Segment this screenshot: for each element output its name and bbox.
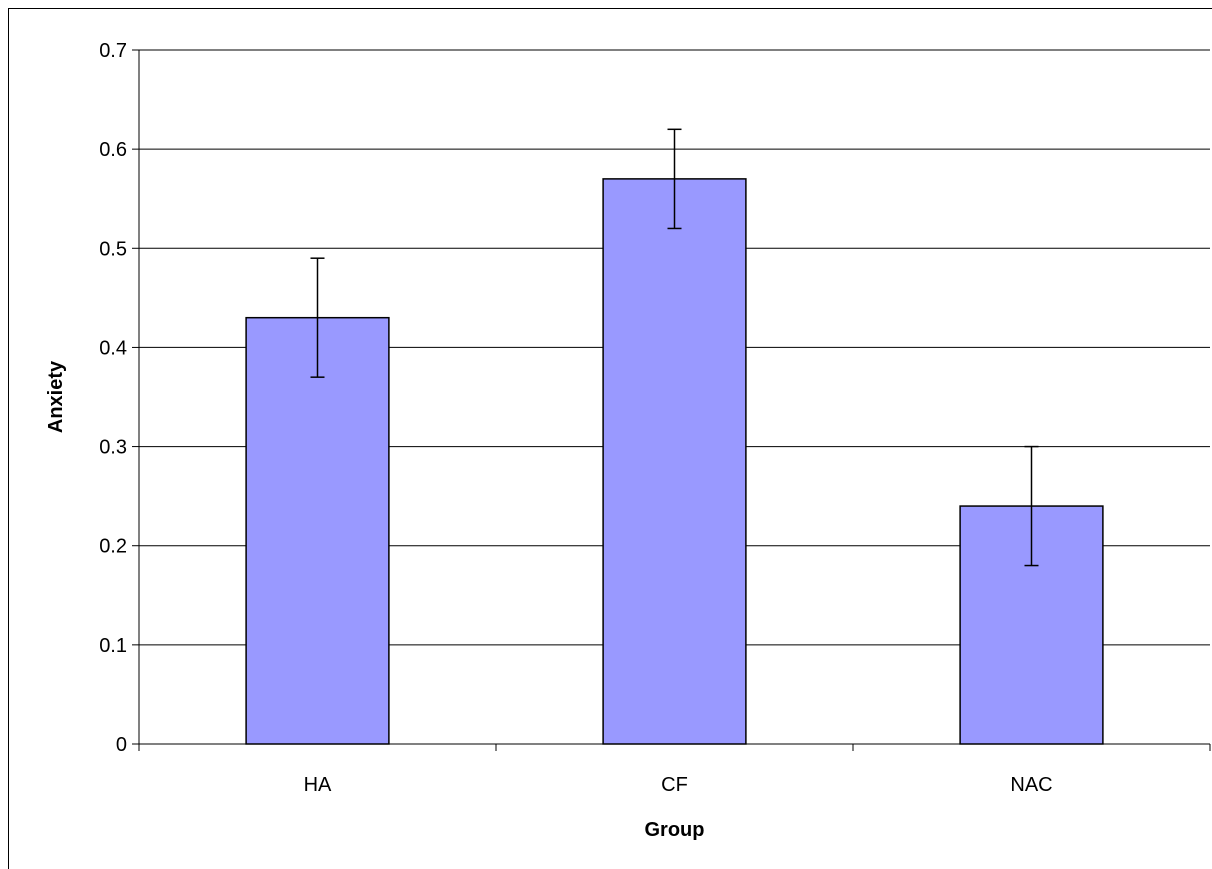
- error-bar-cf: [667, 128, 682, 230]
- error-bar-nac: [1024, 445, 1039, 567]
- y-tick-label: 0: [116, 734, 127, 756]
- error-bar-ha: [310, 257, 325, 378]
- chart-frame: [8, 8, 1212, 869]
- y-tick-label: 0.3: [99, 437, 127, 459]
- y-tick-label: 0.2: [99, 536, 127, 558]
- y-tick-label: 0.6: [99, 139, 127, 161]
- y-tick-label: 0.5: [99, 238, 127, 260]
- bars: [245, 178, 1104, 745]
- x-tick-label-ha: HA: [304, 774, 332, 796]
- y-axis-title: Anxiety: [45, 360, 67, 433]
- error-bars: [310, 128, 1039, 567]
- axes: [138, 50, 1210, 745]
- x-axis-title: Group: [645, 819, 705, 841]
- y-tick-label: 0.1: [99, 635, 127, 657]
- x-tick-label-nac: NAC: [1010, 774, 1052, 796]
- x-tick-labels: HA CF NAC: [138, 744, 1211, 796]
- bar-ha: [245, 316, 390, 745]
- y-tick-labels: 0 0.1 0.2 0.3 0.4 0.5 0.6 0.7: [99, 40, 139, 756]
- y-tick-label: 0.7: [99, 40, 127, 62]
- x-tick-label-cf: CF: [661, 774, 688, 796]
- bar-cf: [602, 178, 747, 745]
- y-tick-label: 0.4: [99, 337, 127, 359]
